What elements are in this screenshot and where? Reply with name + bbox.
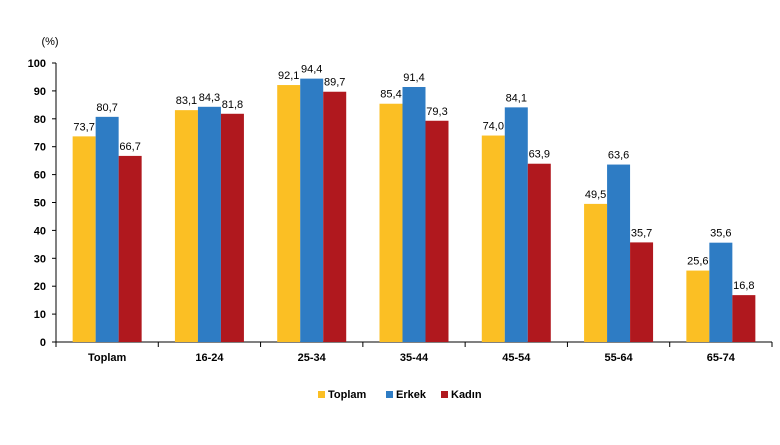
y-tick-label: 70 [34, 142, 46, 154]
bar-toplam-55-64 [584, 203, 608, 342]
y-tick-label: 90 [34, 86, 46, 98]
y-axis-label: (%) [41, 36, 58, 48]
ticks-layer: 0 10 20 30 40 50 60 70 80 90 100 Toplam 16-24 25-34 35… [28, 58, 773, 364]
bar-erkek-65-74 [709, 242, 733, 342]
data-label: 85,4 [380, 89, 401, 101]
bar-toplam-16-24 [174, 110, 198, 342]
legend-label-erkek: Erkek [396, 389, 427, 401]
bar-erkek-toplam [95, 116, 119, 342]
y-tick-label: 10 [34, 309, 46, 321]
x-category-label: 16-24 [195, 352, 224, 364]
data-label: 35,7 [631, 227, 652, 239]
bar-kadın-65-74 [732, 295, 756, 342]
data-label: 66,7 [119, 141, 140, 153]
legend: Toplam Erkek Kadın [318, 389, 482, 401]
data-label: 73,7 [73, 121, 94, 133]
data-labels-layer: 73,780,7 66,7 83,1 84,381,8 92,194,489,7 85,4… [73, 64, 754, 293]
bar-toplam-35-44 [379, 103, 403, 342]
bar-kadın-55-64 [630, 242, 654, 342]
bar-erkek-35-44 [402, 86, 426, 342]
x-category-label: 45-54 [502, 352, 531, 364]
x-category-label: Toplam [88, 352, 127, 364]
data-label: 94,4 [301, 64, 322, 76]
x-category-label: 65-74 [707, 352, 736, 364]
legend-label-toplam: Toplam [328, 389, 367, 401]
bar-kadın-16-24 [220, 113, 244, 342]
y-tick-label: 50 [34, 198, 46, 210]
data-label: 89,7 [324, 77, 345, 89]
bar-kadın-25-34 [323, 91, 347, 342]
x-category-label: 25-34 [298, 352, 327, 364]
data-label: 63,9 [529, 149, 550, 161]
bar-erkek-25-34 [300, 78, 324, 343]
legend-swatch-kadın [441, 391, 448, 398]
bar-erkek-55-64 [607, 164, 631, 342]
bar-toplam-25-34 [277, 85, 301, 342]
bar-toplam-toplam [72, 136, 96, 342]
y-tick-label: 80 [34, 114, 46, 126]
data-label: 92,1 [278, 70, 299, 82]
legend-swatch-toplam [318, 391, 325, 398]
y-tick-label: 20 [34, 281, 46, 293]
bar-toplam-65-74 [686, 270, 710, 342]
bar-kadın-45-54 [527, 163, 551, 342]
data-label: 25,6 [687, 256, 708, 268]
bar-erkek-45-54 [504, 107, 528, 343]
y-tick-label: 40 [34, 225, 46, 237]
y-tick-label: 30 [34, 253, 46, 265]
data-label: 63,6 [608, 150, 629, 162]
data-label: 74,0 [483, 121, 504, 133]
bar-erkek-16-24 [197, 106, 221, 342]
data-label: 49,5 [585, 189, 606, 201]
bars-layer [72, 78, 756, 343]
bar-kadın-toplam [118, 155, 142, 342]
data-label: 16,8 [733, 280, 754, 292]
legend-label-kadın: Kadın [451, 389, 482, 401]
legend-swatch-erkek [386, 391, 393, 398]
data-label: 84,1 [506, 92, 527, 104]
x-category-label: 35-44 [400, 352, 429, 364]
y-tick-label: 60 [34, 170, 46, 182]
y-tick-label: 0 [40, 337, 46, 349]
bar-kadın-35-44 [425, 120, 449, 343]
data-label: 80,7 [96, 102, 117, 114]
y-tick-label: 100 [28, 58, 46, 70]
x-category-label: 55-64 [605, 352, 634, 364]
data-label: 79,3 [426, 106, 447, 118]
data-label: 84,3 [199, 92, 220, 104]
data-label: 81,8 [222, 99, 243, 111]
data-label: 35,6 [710, 228, 731, 240]
data-label: 83,1 [176, 95, 197, 107]
bar-toplam-45-54 [481, 135, 505, 342]
data-label: 91,4 [403, 72, 424, 84]
